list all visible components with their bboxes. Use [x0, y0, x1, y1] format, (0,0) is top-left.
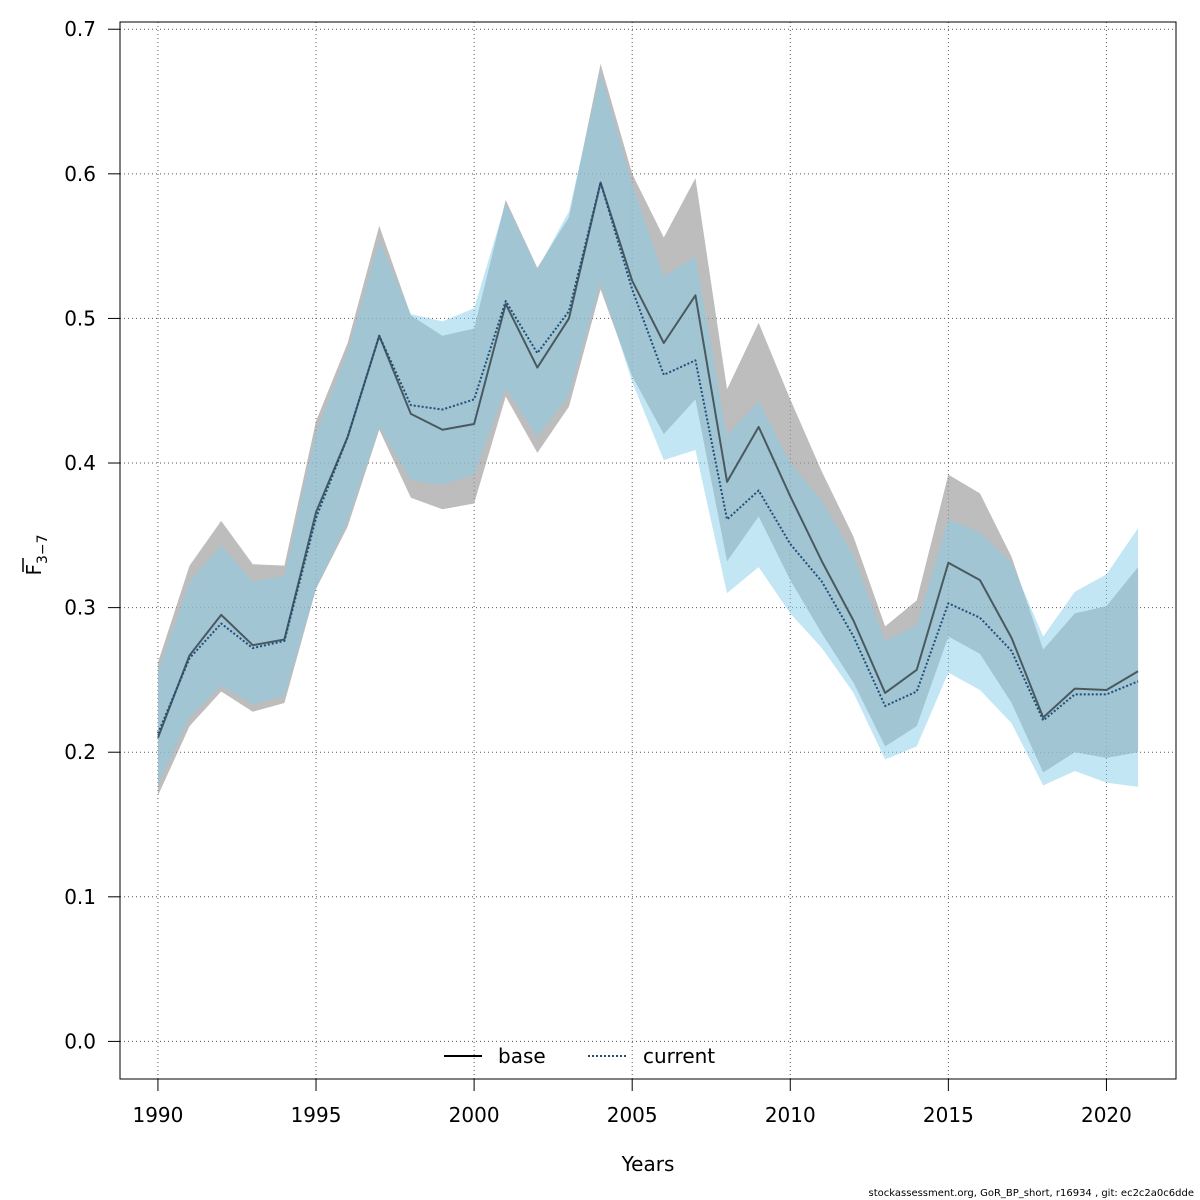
grid — [120, 22, 1176, 1079]
x-tick-label: 1990 — [132, 1103, 183, 1127]
y-axis-title-subscript: 3−7 — [35, 534, 51, 564]
y-axis-title-main: F — [22, 564, 46, 576]
plot-frame — [119, 21, 1177, 1080]
series-lines — [157, 181, 1139, 739]
x-tick-label: 2020 — [1081, 1103, 1132, 1127]
y-tick-label: 0.5 — [64, 306, 96, 330]
y-tick-label: 0.6 — [64, 162, 96, 186]
y-tick-label: 0.2 — [64, 740, 96, 764]
y-tick-label: 0.7 — [64, 17, 96, 41]
svg-text:F3−7: F3−7 — [22, 534, 51, 575]
x-tick-label: 2015 — [923, 1103, 974, 1127]
x-tick-label: 2005 — [607, 1103, 658, 1127]
series-line-base — [157, 181, 1139, 739]
legend: base current — [444, 1044, 715, 1068]
x-axis-title: Years — [621, 1152, 675, 1176]
y-tick-label: 0.3 — [64, 596, 96, 620]
legend-current-label: current — [643, 1044, 715, 1068]
x-tick-label: 2000 — [449, 1103, 500, 1127]
x-axis: 1990 1995 2000 2005 2010 2015 2020 — [132, 1078, 1132, 1127]
x-tick-label: 1995 — [291, 1103, 342, 1127]
legend-base-label: base — [498, 1044, 546, 1068]
x-tick-label: 2010 — [765, 1103, 816, 1127]
series-line-current — [157, 181, 1139, 734]
band-current — [157, 72, 1139, 787]
y-tick-label: 0.1 — [64, 885, 96, 909]
y-axis-title: F3−7 — [22, 534, 51, 575]
y-tick-label: 0.0 — [64, 1029, 96, 1053]
footer-credit: stockassessment.org, GoR_BP_short, r1693… — [869, 1188, 1194, 1199]
y-axis: 0.0 0.1 0.2 0.3 0.4 0.5 0.6 0.7 — [64, 17, 121, 1053]
y-tick-label: 0.4 — [64, 451, 96, 475]
